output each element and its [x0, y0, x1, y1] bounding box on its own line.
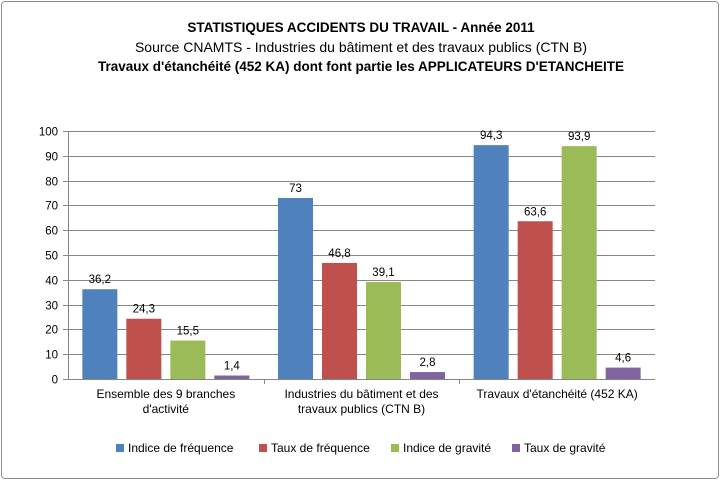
y-tick-label: 0 — [52, 375, 58, 387]
data-label: 93,9 — [568, 131, 590, 143]
category-label: Ensemble des 9 branches — [96, 387, 235, 401]
bar — [561, 146, 597, 379]
data-label: 4,6 — [615, 353, 631, 365]
legend-swatch — [512, 444, 520, 452]
legend-label: Indice de fréquence — [128, 441, 234, 455]
y-axis: 0 10 20 30 40 50 60 70 80 90 100 — [39, 127, 69, 387]
y-tick-label: 90 — [45, 152, 58, 164]
y-tick-label: 20 — [45, 325, 58, 337]
bar — [170, 340, 206, 379]
legend-swatch — [116, 444, 124, 452]
y-tick-label: 60 — [45, 226, 58, 238]
y-tick-label: 100 — [39, 127, 58, 139]
category-label: Travaux d'étanchéité (452 KA) — [477, 387, 638, 401]
legend-swatch — [259, 444, 267, 452]
data-label: 1,4 — [224, 361, 241, 373]
y-tick-label: 50 — [45, 251, 58, 263]
data-label: 94,3 — [480, 130, 502, 142]
legend-item: Taux de gravité — [512, 441, 605, 455]
legend-label: Taux de gravité — [524, 441, 606, 455]
y-tick-label: 30 — [45, 301, 58, 313]
data-label: 46,8 — [328, 248, 350, 260]
bars — [82, 145, 641, 379]
bar — [278, 197, 313, 379]
y-tick-label: 80 — [45, 177, 58, 189]
y-tick-label: 40 — [45, 276, 58, 288]
y-tick-label: 10 — [45, 350, 58, 362]
data-labels: 36,2 24,3 15,5 1,4 73 46,8 39,1 2,8 94,3 63,6 93,9… — [89, 130, 632, 372]
legend-label: Indice de gravité — [403, 441, 492, 455]
chart-subtitle-2: Travaux d'étanchéité (452 KA) dont font … — [98, 59, 624, 74]
bar — [126, 318, 162, 379]
legend-item: Taux de fréquence — [259, 441, 370, 455]
legend: Indice de fréquence Taux de fréquence Indi… — [0, 441, 722, 457]
data-label: 2,8 — [420, 357, 436, 369]
legend-swatch — [391, 444, 399, 452]
bar — [605, 367, 641, 379]
data-label: 39,1 — [372, 267, 394, 279]
bar — [214, 375, 250, 379]
category-label: d'activité — [143, 402, 190, 416]
chart-title: STATISTIQUES ACCIDENTS DU TRAVAIL - Anné… — [187, 20, 535, 35]
bar — [322, 262, 357, 379]
data-label: 63,6 — [524, 206, 546, 218]
category-label: Industries du bâtiment et des — [284, 387, 438, 401]
bar — [410, 372, 445, 379]
data-label: 36,2 — [89, 274, 111, 286]
bar — [366, 282, 401, 379]
legend-item: Indice de gravité — [391, 441, 491, 455]
bar — [82, 289, 118, 379]
chart-subtitle: Source CNAMTS - Industries du bâtiment e… — [134, 39, 588, 55]
bar — [473, 145, 509, 379]
data-label: 15,5 — [177, 326, 199, 338]
category-label: travaux publics (CTN B) — [298, 402, 425, 416]
data-label: 24,3 — [133, 304, 155, 316]
legend-item: Indice de fréquence — [116, 441, 233, 455]
legend-label: Taux de fréquence — [271, 441, 370, 455]
bar — [517, 221, 553, 379]
gridlines — [68, 131, 655, 355]
data-label: 73 — [289, 183, 302, 195]
y-tick-label: 70 — [45, 201, 58, 213]
